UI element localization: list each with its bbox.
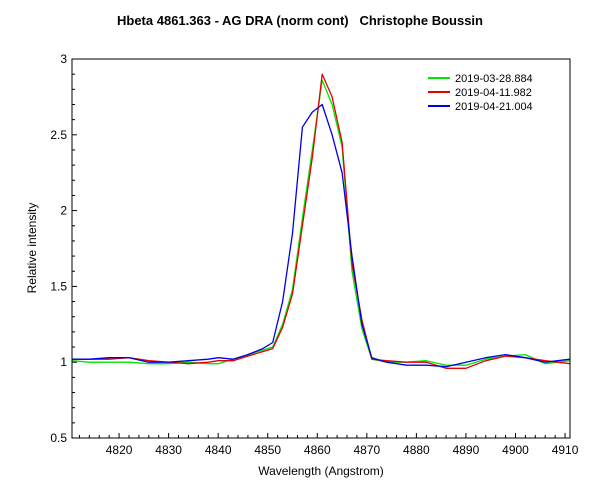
y-axis-label: Relative intensity	[25, 203, 39, 294]
legend-label: 2019-04-21.004	[455, 101, 533, 113]
legend: 2019-03-28.884 2019-04-11.982 2019-04-21.0…	[428, 73, 533, 113]
y-tick-label: 0.5	[50, 431, 67, 445]
y-tick-label: 2	[60, 204, 67, 218]
series-line-3	[72, 103, 571, 368]
series-line-2	[72, 73, 571, 369]
x-tick-label: 4820	[106, 443, 133, 457]
x-axis-label: Wavelength (Angstrom)	[258, 464, 384, 478]
x-tick-label: 4910	[552, 443, 579, 457]
legend-label: 2019-04-11.982	[455, 87, 532, 99]
y-tick-label: 1	[60, 355, 67, 369]
x-tick-label: 4900	[502, 443, 529, 457]
x-tick-label: 4890	[453, 443, 480, 457]
x-tick-label: 4830	[155, 443, 182, 457]
legend-label: 2019-03-28.884	[455, 73, 533, 85]
y-tick-label: 3	[60, 52, 67, 66]
x-tick-label: 4870	[353, 443, 380, 457]
y-tick-label: 2.5	[50, 128, 67, 142]
x-tick-label: 4880	[403, 443, 430, 457]
x-axis: 4820 4830 4840 4850 4860 4870 4880 4890 4900 4910	[78, 433, 579, 457]
x-tick-label: 4860	[304, 443, 331, 457]
x-tick-label: 4840	[205, 443, 232, 457]
y-tick-label: 1.5	[50, 279, 67, 293]
plot-area	[71, 73, 571, 369]
y-axis: 0.5 1 1.5 2 2.5 3	[50, 52, 77, 445]
x-tick-label: 4850	[254, 443, 281, 457]
plot-frame	[71, 58, 571, 439]
chart-title: Hbeta 4861.363 - AG DRA (norm cont) Chri…	[117, 13, 483, 28]
